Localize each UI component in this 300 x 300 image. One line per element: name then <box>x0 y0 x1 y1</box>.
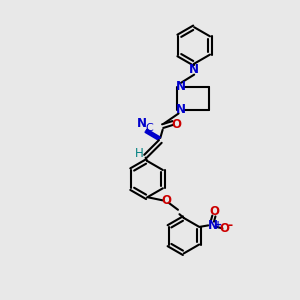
Text: H: H <box>135 147 144 160</box>
Text: N: N <box>176 103 186 116</box>
Text: N: N <box>137 117 147 130</box>
Text: O: O <box>161 194 171 207</box>
Text: N: N <box>207 219 218 232</box>
Text: +: + <box>214 220 222 230</box>
Text: C: C <box>145 123 153 133</box>
Text: N: N <box>189 63 199 76</box>
Text: O: O <box>209 205 219 218</box>
Text: O: O <box>172 118 182 130</box>
Text: O: O <box>220 222 230 235</box>
Text: N: N <box>176 80 186 94</box>
Text: -: - <box>227 220 232 232</box>
